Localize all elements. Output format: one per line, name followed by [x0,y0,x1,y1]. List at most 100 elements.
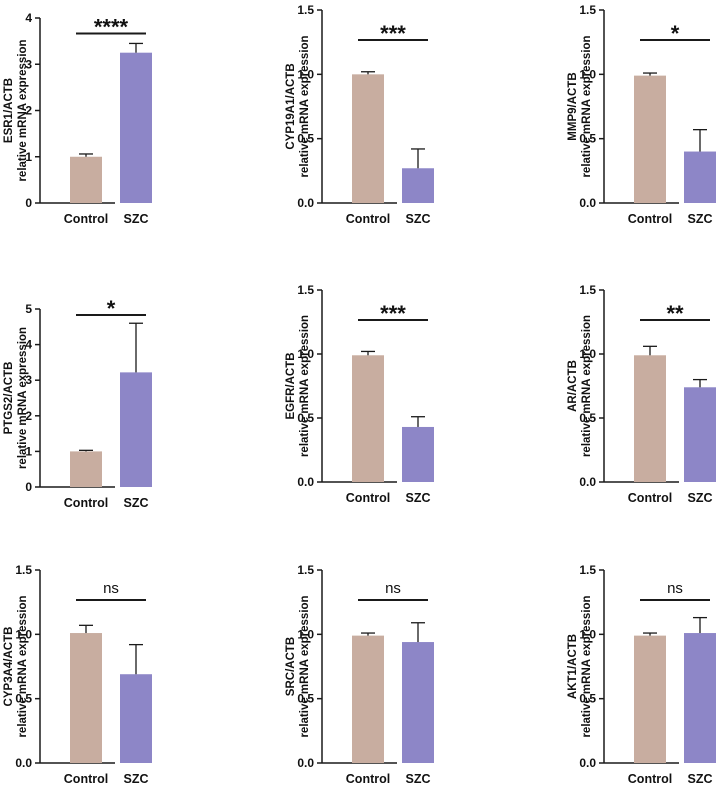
y-tick-label: 0.0 [15,756,32,770]
bar-control [634,635,666,763]
y-tick-label: 1.5 [15,563,32,577]
category-label: Control [346,491,390,505]
bar-control [634,75,666,203]
bar-control [70,633,102,763]
bar-szc [684,151,716,203]
bar-control [352,74,384,203]
chart-panel: 0.0 0.5 1.0 1.5 CYP19A1/ACTB relative mRNA ex… [285,3,434,226]
y-tick-label: 4 [25,338,32,352]
chart-panel: 0.0 0.5 1.0 1.5 AKT1/ACTB relative mRNA expre… [567,563,716,786]
y-tick-label: 1 [25,150,32,164]
y-tick-label: 1.5 [579,563,596,577]
y-tick-label: 1 [25,444,32,458]
y-axis-subtitle: relative mRNA expression [299,595,311,737]
bar-szc [402,168,434,203]
y-tick-label: 1.5 [579,283,596,297]
y-tick-label: 1.0 [15,627,32,641]
significance-label: * [107,296,116,321]
y-tick-label: 5 [25,302,32,316]
y-tick-label: 0.0 [579,196,596,210]
category-label: Control [346,212,390,226]
chart-panel: 0.0 0.5 1.0 1.5 EGFR/ACTB relative mRNA expre… [285,283,434,505]
category-label: SZC [406,212,431,226]
significance-label: ns [103,580,119,597]
y-tick-label: 3 [25,57,32,71]
category-label: Control [628,212,672,226]
y-axis-subtitle: relative mRNA expression [17,39,29,181]
y-tick-label: 0.0 [579,756,596,770]
y-tick-label: 0.5 [297,132,314,146]
y-tick-label: 0.5 [297,411,314,425]
category-label: SZC [688,491,713,505]
chart-panel: 0 1 2 3 4 ESR1/ACTB relative mRNA expression Co… [3,11,152,226]
y-axis-gene-label: MMP9/ACTB [567,72,579,140]
y-tick-label: 1.0 [579,627,596,641]
category-label: Control [64,496,108,510]
y-tick-label: 1.0 [297,67,314,81]
y-tick-label: 0.5 [579,411,596,425]
y-tick-label: 0.5 [15,692,32,706]
category-label: SZC [688,772,713,786]
category-label: SZC [124,212,149,226]
bar-szc [120,674,152,763]
bar-control [634,355,666,482]
y-tick-label: 0.5 [297,692,314,706]
significance-label: ** [666,301,684,326]
chart-panel: 0.0 0.5 1.0 1.5 CYP3A4/ACTB relative mRNA exp… [3,563,152,786]
y-tick-label: 0.0 [297,475,314,489]
y-tick-label: 2 [25,409,32,423]
y-tick-label: 1.0 [297,627,314,641]
y-tick-label: 2 [25,104,32,118]
significance-label: *** [380,21,406,46]
y-tick-label: 4 [25,11,32,25]
y-tick-label: 1.5 [297,3,314,17]
y-axis-gene-label: AR/ACTB [567,360,579,412]
bar-szc [120,52,152,203]
category-label: SZC [124,772,149,786]
category-label: SZC [688,212,713,226]
bar-szc [120,372,152,487]
category-label: Control [64,212,108,226]
category-label: Control [628,772,672,786]
chart-panel: 0.0 0.5 1.0 1.5 SRC/ACTB relative mRNA expres… [285,563,434,786]
y-tick-label: 1.0 [579,347,596,361]
significance-label: *** [380,301,406,326]
y-axis-subtitle: relative mRNA expression [581,35,593,177]
chart-panel: 0.0 0.5 1.0 1.5 MMP9/ACTB relative mRNA expre… [567,3,716,226]
y-tick-label: 3 [25,373,32,387]
y-axis-subtitle: relative mRNA expression [581,595,593,737]
y-tick-label: 0.5 [579,692,596,706]
y-axis-gene-label: CYP3A4/ACTB [3,627,15,707]
y-tick-label: 1.0 [579,67,596,81]
y-axis-subtitle: relative mRNA expression [17,595,29,737]
y-tick-label: 1.5 [297,283,314,297]
y-axis-gene-label: CYP19A1/ACTB [285,63,297,149]
chart-panel: 0 1 2 3 4 5 PTGS2/ACTB relative mRNA expression… [3,296,152,510]
y-tick-label: 0.0 [297,756,314,770]
bar-szc [402,426,434,482]
bar-control [352,355,384,482]
category-label: SZC [406,772,431,786]
bar-control [352,635,384,763]
y-axis-subtitle: relative mRNA expression [17,327,29,469]
category-label: SZC [406,491,431,505]
y-axis-gene-label: SRC/ACTB [285,637,297,696]
y-axis-gene-label: EGFR/ACTB [285,352,297,419]
y-tick-label: 0.0 [297,196,314,210]
y-axis-gene-label: PTGS2/ACTB [3,362,15,435]
bar-szc [684,633,716,763]
significance-label: ns [385,580,401,597]
y-tick-label: 1.0 [297,347,314,361]
chart-panel: 0.0 0.5 1.0 1.5 AR/ACTB relative mRNA express… [567,283,716,505]
y-tick-label: 0.5 [579,132,596,146]
y-tick-label: 0 [25,196,32,210]
y-tick-label: 0 [25,480,32,494]
y-axis-subtitle: relative mRNA expression [299,315,311,457]
bar-control [70,156,102,203]
category-label: SZC [124,496,149,510]
bar-control [70,451,102,487]
y-tick-label: 1.5 [579,3,596,17]
category-label: Control [64,772,108,786]
significance-label: * [671,21,680,46]
